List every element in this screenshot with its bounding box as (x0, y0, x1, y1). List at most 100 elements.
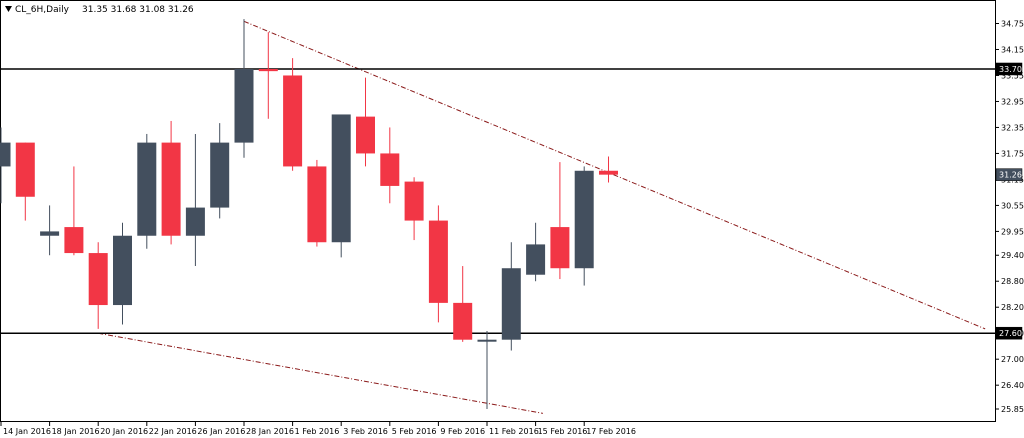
x-tick-label: 3 Feb 2016 (343, 427, 388, 436)
candle-body (88, 253, 108, 306)
symbol-triangle-icon (5, 6, 12, 12)
candle (380, 127, 400, 204)
x-tick-label: 11 Feb 2016 (489, 427, 539, 436)
x-axis: 14 Jan 2016 18 Jan 2016 20 Jan 2016 22 Jan … (0, 422, 636, 436)
y-tick-label: 27.00 (1001, 355, 1024, 364)
candle-body (64, 227, 84, 254)
ohlc-readout: 31.35 31.68 31.08 31.26 (82, 5, 194, 15)
y-tick-label: 26.40 (1001, 381, 1024, 390)
y-tick-label: 33.55 (1001, 71, 1024, 80)
trendlines (98, 20, 986, 414)
candle-body (0, 142, 11, 167)
candle (574, 166, 594, 286)
price-tag-label: 31.26 (999, 171, 1022, 180)
candle (210, 123, 230, 219)
horizontal-levels (0, 68, 995, 334)
candle (88, 242, 108, 329)
price-tag-box (995, 62, 1023, 76)
candle (64, 166, 84, 256)
candle-body (428, 220, 448, 303)
candle (501, 242, 521, 351)
y-tick-label: 34.75 (1001, 19, 1024, 28)
y-tick-label: 32.95 (1001, 97, 1024, 106)
candle (258, 32, 278, 119)
x-tick-label: 17 Feb 2016 (586, 427, 636, 436)
x-tick-label: 15 Feb 2016 (538, 427, 588, 436)
candle-body (599, 170, 618, 175)
candle (428, 205, 448, 323)
candle (356, 77, 375, 167)
candle (161, 120, 181, 245)
candle-body (380, 153, 400, 186)
candle-body (477, 339, 497, 342)
candle (0, 127, 11, 204)
price-tag: 33.70 (995, 62, 1023, 76)
candle (40, 205, 60, 256)
y-tick-label: 31.75 (1001, 149, 1024, 158)
candle (234, 19, 254, 158)
candle-body (210, 142, 230, 208)
candle-body (307, 166, 327, 243)
candle (283, 58, 303, 171)
candle (599, 156, 618, 183)
x-tick-label: 5 Feb 2016 (392, 427, 437, 436)
x-tick-label: 22 Jan 2016 (149, 427, 197, 436)
x-tick-label: 28 Jan 2016 (246, 427, 294, 436)
candle-body (137, 142, 157, 236)
candle-body (40, 231, 60, 236)
candle-body (15, 142, 35, 197)
price-tag: 27.60 (995, 326, 1023, 340)
candle-body (161, 142, 181, 236)
candle-body (331, 114, 351, 243)
candle-body (258, 68, 278, 72)
candle-body (185, 207, 205, 236)
candle (137, 133, 157, 249)
candle (15, 142, 35, 221)
candle (331, 114, 351, 258)
candle-body (404, 181, 424, 221)
y-axis: 34.7534.1533.5532.9532.3531.7531.1530.55… (995, 19, 1024, 414)
candle-body (501, 268, 521, 340)
y-tick-label: 32.35 (1001, 123, 1024, 132)
candle-body (283, 75, 303, 167)
price-tag-box (995, 326, 1023, 340)
candle-body (113, 235, 132, 306)
y-tick-label: 28.80 (1001, 277, 1024, 286)
price-tag-box (995, 168, 1023, 181)
x-tick-label: 26 Jan 2016 (197, 427, 245, 436)
candle (113, 222, 132, 325)
candle-body (234, 68, 254, 143)
candle-body (453, 302, 473, 340)
y-tick-label: 34.15 (1001, 45, 1024, 54)
candle-body (526, 244, 546, 275)
candle-body (356, 116, 375, 154)
candle (307, 159, 327, 247)
candle (453, 266, 473, 342)
candle-body (550, 227, 570, 269)
candle (185, 133, 205, 267)
price-tag-label: 27.60 (999, 329, 1022, 338)
candle (526, 222, 546, 282)
x-tick-label: 20 Jan 2016 (100, 427, 148, 436)
x-tick-label: 18 Jan 2016 (52, 427, 100, 436)
price-tag: 31.26 (995, 168, 1023, 181)
y-tick-label: 29.40 (1001, 251, 1024, 260)
trendline-1 (243, 20, 986, 330)
candle (404, 177, 424, 241)
candles (0, 19, 618, 410)
x-tick-label: 1 Feb 2016 (295, 427, 340, 436)
x-tick-label: 14 Jan 2016 (3, 427, 51, 436)
candle (477, 331, 497, 410)
y-tick-label: 25.85 (1001, 405, 1024, 414)
price-tags: 33.70 27.60 31.26 (995, 62, 1023, 340)
candle-body (574, 170, 594, 269)
chart-title: CL_6H,Daily (15, 5, 70, 15)
y-tick-label: 29.95 (1001, 227, 1024, 236)
chart-header: CL_6H,Daily 31.35 31.68 31.08 31.26 (5, 5, 194, 15)
price-tag-label: 33.70 (999, 65, 1022, 74)
y-tick-label: 28.20 (1001, 303, 1024, 312)
y-tick-label: 30.55 (1001, 201, 1024, 210)
x-tick-label: 9 Feb 2016 (440, 427, 485, 436)
candle (550, 162, 570, 280)
